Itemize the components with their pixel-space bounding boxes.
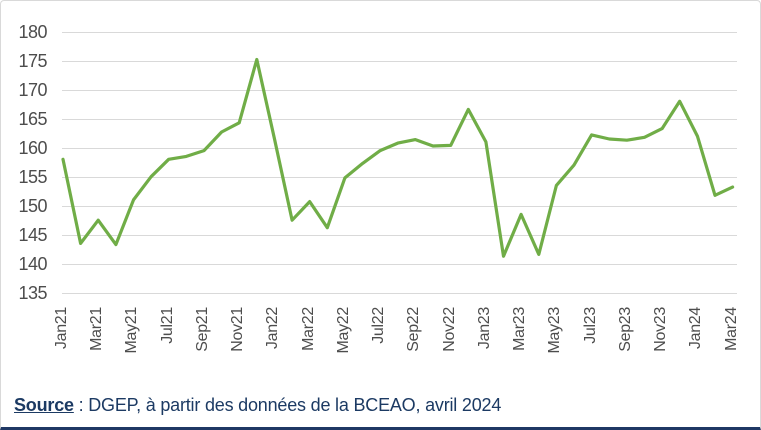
y-axis-label: 150 (18, 195, 47, 216)
gridline (62, 205, 737, 207)
gridline (62, 263, 737, 265)
gridline (62, 89, 737, 91)
gridline (62, 31, 737, 33)
gridline (62, 176, 737, 178)
y-axis-label: 180 (18, 21, 47, 42)
gridline (62, 118, 737, 120)
source-note: Source : DGEP, à partir des données de l… (14, 395, 501, 416)
y-axis-label: 135 (18, 282, 47, 303)
gridline (62, 60, 737, 62)
line-chart-plot-area: 180 175 170 165 160 155 150 145 140 135 Jan21 Mar21… (1, 1, 760, 381)
y-axis-label: 155 (18, 166, 47, 187)
y-axis-label: 145 (18, 224, 47, 245)
y-axis-label: 140 (18, 253, 47, 274)
y-axis-label: 175 (18, 50, 47, 71)
source-text: : DGEP, à partir des données de la BCEAO… (73, 395, 502, 415)
source-label: Source (14, 395, 74, 415)
gridline (62, 147, 737, 149)
y-axis-label: 165 (18, 108, 47, 129)
series-svg (61, 57, 735, 258)
y-axis-label: 160 (18, 137, 47, 158)
gridline (62, 234, 737, 236)
series-polyline (61, 57, 735, 258)
y-axis-label: 170 (18, 79, 47, 100)
gridline (62, 292, 737, 294)
